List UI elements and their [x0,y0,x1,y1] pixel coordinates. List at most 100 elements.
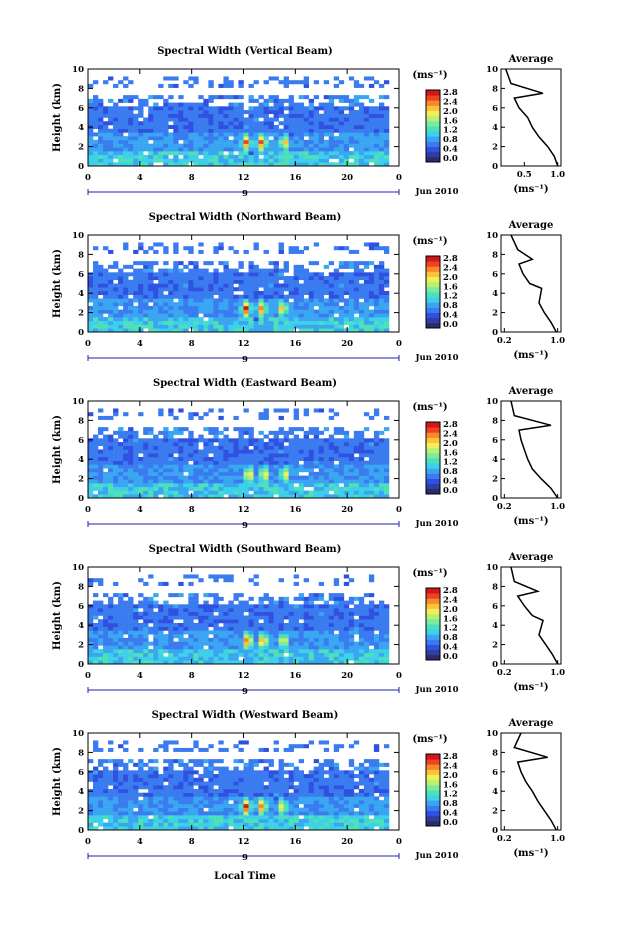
heatmap-cell [138,132,144,137]
heatmap-cell [243,272,249,277]
heatmap-cell [338,611,345,616]
heatmap-cell [103,634,109,639]
heatmap-cell [148,608,154,613]
heatmap-cell [178,479,184,484]
heatmap-cell [348,320,355,325]
heatmap-cell [238,619,244,624]
heatmap-cell [178,788,184,793]
heatmap-cell [163,132,169,137]
heatmap-cell [328,468,335,473]
heatmap-cell [338,98,345,103]
heatmap-cell [313,611,320,616]
y-axis-label: Height (km) [52,83,63,152]
heatmap-cell [263,483,269,488]
heatmap-cell [178,283,184,288]
heatmap-cell [248,261,254,266]
heatmap-cell [373,147,380,152]
heatmap-cell [183,826,189,831]
heatmap-cell [383,276,390,281]
colorbar-frame [425,89,441,163]
heatmap-cell [138,162,144,167]
heatmap-cell [248,298,254,303]
heatmap-cell [223,317,229,322]
heatmap-cell [298,272,304,277]
heatmap-cell [178,464,184,469]
heatmap-cell [93,578,99,583]
heatmap-cell [143,796,149,801]
heatmap-cell [303,298,310,303]
heatmap-cell [278,483,284,488]
heatmap-cell [268,279,274,284]
heatmap-cell [343,272,350,277]
heatmap-cell [223,320,229,325]
heatmap-cell [323,147,330,152]
heatmap-cell [278,630,284,635]
x-tick-label: 8 [189,505,195,515]
heatmap-cell [313,464,320,469]
heatmap-cell [288,154,294,159]
heatmap-cell [288,328,294,333]
heatmap-cell [313,427,320,432]
heatmap-cell [173,826,179,831]
date-label: Jun 2010 [415,685,459,695]
heatmap-cell [208,479,214,484]
heatmap-cell [373,456,380,461]
heatmap-cell [223,80,229,85]
heatmap-cell [203,479,209,484]
heatmap-cell [88,483,94,488]
heatmap-cell [298,479,304,484]
heatmap-cell [308,117,315,122]
heatmap-cell [343,656,350,661]
heatmap-cell [298,313,304,318]
heatmap-cell [148,328,154,333]
heatmap-cell [143,456,149,461]
heatmap-cell [278,246,284,251]
heatmap-cell [173,324,179,329]
heatmap-cell [98,475,104,480]
heatmap-cell [293,479,299,484]
heatmap-cell [133,486,139,491]
heatmap-cell [103,456,109,461]
heatmap-cell [278,415,284,420]
heatmap-cell [313,626,320,631]
heatmap-cell [153,486,159,491]
heatmap-cell [213,132,219,137]
heatmap-cells [88,76,390,167]
heatmap-cell [113,124,119,129]
heatmap-cell [228,305,234,310]
heatmap-cell [383,483,390,488]
heatmap-cell [358,305,365,310]
heatmap-cell [368,139,375,144]
heatmap-cell [138,759,144,764]
x-tick-label: 4 [137,671,143,681]
heatmap-cell [348,110,355,115]
heatmap-cell [133,279,139,284]
heatmap-cell [218,121,224,126]
heatmap-cell [298,649,304,654]
heatmap-cell [343,649,350,654]
heatmap-cell [183,147,189,152]
heatmap-cell [193,158,199,163]
heatmap-cell [133,604,139,609]
heatmap-cell [248,652,254,657]
heatmap-cell [208,147,214,152]
average-xlabel: (ms⁻¹) [513,516,548,527]
heatmap-cell [158,113,164,118]
heatmap-cell [228,106,234,111]
heatmap-cell [308,494,315,499]
heatmap-cell [113,309,119,314]
heatmap-cell [98,818,104,823]
heatmap-cell [123,298,129,303]
heatmap-cell [298,324,304,329]
heatmap-cell [358,438,365,443]
heatmap-cell [118,770,124,775]
heatmap-cell [293,608,299,613]
heatmap-cell [248,494,254,499]
heatmap-cell [153,807,159,812]
heatmap-cell [163,483,169,488]
heatmap-cell [268,656,274,661]
heatmap-cell [273,652,279,657]
heatmap-cell [173,302,179,307]
heatmap-cell [228,574,234,579]
heatmap-cell [263,630,269,635]
